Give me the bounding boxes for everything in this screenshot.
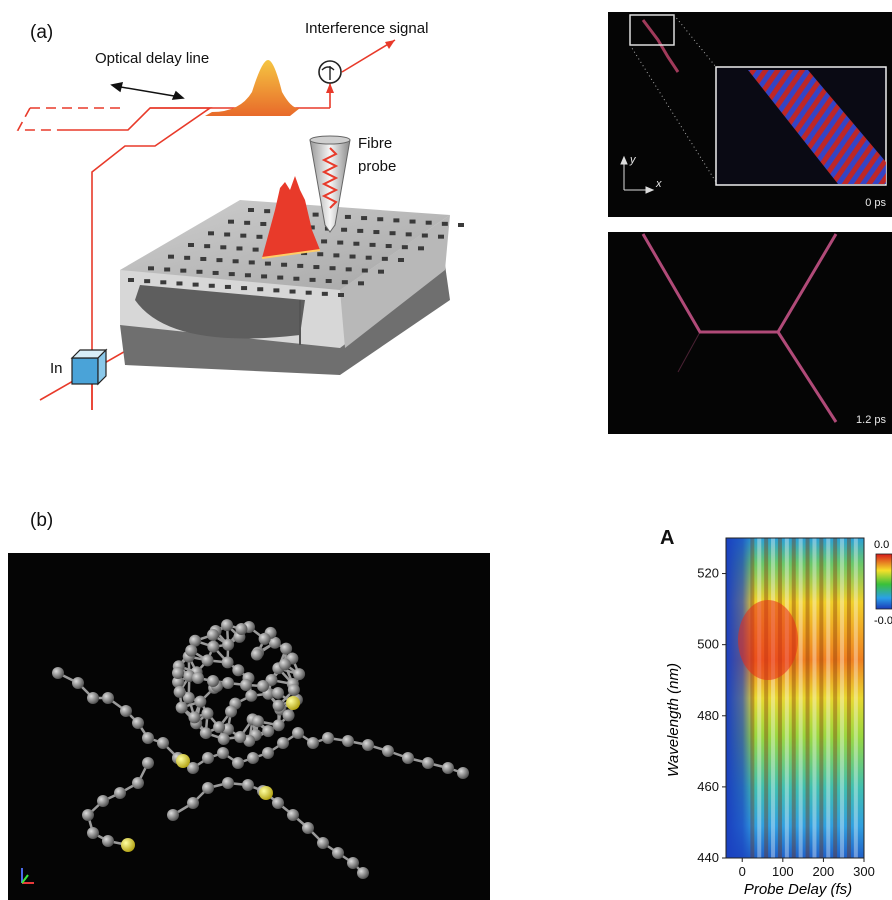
probe-arrow-icon [326, 83, 334, 93]
time-label-1-2ps: 1.2 ps [856, 414, 886, 426]
sulfur-atom [176, 754, 190, 768]
output-arrow-icon [385, 40, 395, 49]
x-tick-label: 100 [772, 864, 794, 879]
axis-icon [620, 155, 655, 194]
y-axis-label: y [630, 154, 636, 166]
y-tick-label: 480 [697, 708, 719, 723]
colorbar [875, 553, 892, 610]
panel-b-label: (b) [30, 510, 54, 531]
probe-label: probe [358, 158, 397, 175]
pulse-streak [641, 19, 680, 73]
x-axis-label: x [656, 178, 662, 190]
y-tick-label: 500 [697, 637, 719, 652]
input-label: In [50, 360, 63, 377]
field-distribution [261, 176, 321, 259]
y-tick-label: 460 [697, 779, 719, 794]
snapshot-0ps: y x 0 ps [608, 12, 892, 217]
sulfur-atom [286, 696, 300, 710]
interference-signal-label: Interference signal [305, 20, 429, 37]
x-tick-label: 300 [853, 864, 875, 879]
x-tick-label: 0 [739, 864, 746, 879]
panel-a-label: (a) [30, 22, 54, 43]
optical-delay-line-label: Optical delay line [95, 50, 210, 67]
molecule-render [8, 553, 490, 900]
split-pulse [641, 233, 838, 423]
input-cube-icon [70, 348, 108, 386]
heatmap-xlabel: Probe Delay (fs) [744, 881, 852, 898]
snapshot-1-2ps: 1.2 ps [608, 232, 892, 434]
y-tick-label: 440 [697, 850, 719, 865]
panel-A-label: A [660, 527, 675, 549]
axis-triad-icon [21, 868, 34, 884]
y-tick-label: 520 [697, 566, 719, 581]
heatmap-chart: 0 100 200 300 440 460 480 500 520 Wavelength (nm… [665, 537, 892, 898]
sulfur-atom [259, 786, 273, 800]
colorbar-top-label: 0.0 [874, 539, 889, 551]
heatmap-peak [738, 600, 798, 680]
fibre-label: Fibre [358, 135, 393, 152]
x-tick-label: 200 [813, 864, 835, 879]
delay-double-arrow-icon [110, 82, 185, 100]
time-label-0ps: 0 ps [865, 197, 886, 209]
zoom-box [629, 14, 675, 46]
colorbar-bottom-label: -0.0 [874, 615, 892, 627]
setup-schematic [16, 39, 464, 410]
heatmap-ylabel: Wavelength (nm) [665, 663, 682, 777]
sulfur-atom [121, 838, 135, 852]
optical-pulse-icon [205, 60, 300, 116]
